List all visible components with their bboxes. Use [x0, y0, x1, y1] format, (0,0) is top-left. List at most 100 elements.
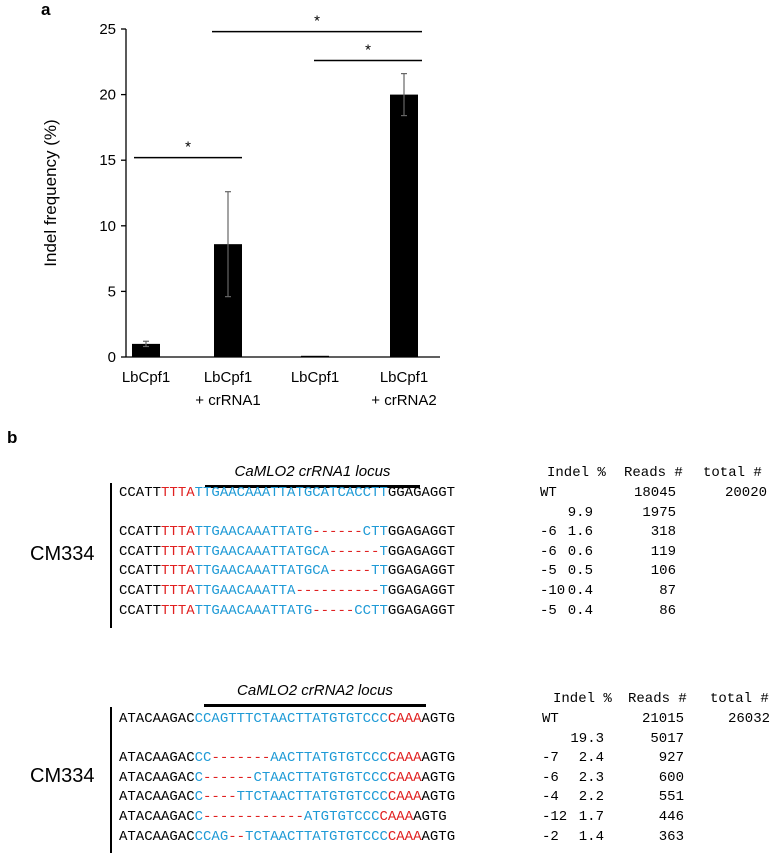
indel-size: -12 [542, 809, 568, 825]
indel-header: Indel % [547, 465, 606, 481]
read-count: 87 [659, 583, 676, 599]
wt-total: 20020 [724, 485, 767, 501]
sequence-segment: CTT [362, 524, 388, 541]
sample-label: CM334 [30, 765, 95, 787]
sequence-segment: CCATT [119, 485, 162, 501]
sequence-segment: GGAGAGGT [387, 602, 456, 619]
reads-header: Reads # [628, 691, 687, 707]
sequence-segment: CAAA [387, 711, 422, 727]
sequence-segment: CCATT [119, 543, 162, 560]
mutant-sequence: ATACAAGACC------------ATGTGTCCCCAAAAGTG [119, 809, 447, 825]
read-count: 927 [658, 750, 684, 767]
sequence-segment: ATACAAGAC [119, 828, 195, 845]
sequence-segment: AGTG [421, 750, 456, 767]
x-tick-label-line2: + crRNA1 [195, 392, 260, 409]
sequence-segment: AGTG [421, 828, 456, 845]
y-tick-label: 15 [99, 152, 116, 169]
read-count: 86 [659, 602, 676, 619]
significance-star: * [365, 41, 371, 58]
sequence-segment: ATACAAGAC [119, 769, 195, 786]
sample-label: CM334 [30, 543, 95, 565]
wt-sequence: CCATTTTTATTGAACAAATTATGCATCACCTTGGAGAGGT [119, 485, 455, 501]
sequence-segment: ----- [329, 563, 372, 580]
indel-percent: 0.4 [567, 602, 593, 619]
indel-percent: 1.4 [578, 828, 604, 845]
sequence-segment: ------ [312, 524, 363, 541]
sequence-segment: AGTG [413, 809, 447, 825]
mutant-sequence: ATACAAGACC----TTCTAACTTATGTGTCCCCAAAAGTG [119, 789, 455, 805]
read-count: 318 [650, 524, 676, 541]
locus-title: CaMLO2 crRNA2 locus [237, 682, 393, 699]
indel-percent: 0.4 [567, 583, 593, 599]
sequence-segment: TTTA [161, 524, 195, 541]
indel-size: -5 [540, 563, 557, 580]
mutant-sequence: CCATTTTTATTGAACAAATTA----------TGGAGAGGT [119, 583, 455, 599]
sequence-segment: CAAA [387, 789, 422, 806]
sequence-segment: TTGAACAAATTATG [194, 524, 313, 541]
wt-total: 26032 [727, 711, 770, 727]
indel-size: -2 [542, 828, 559, 845]
sequence-segment: CCATT [119, 524, 162, 541]
indel-percent: 2.2 [578, 789, 604, 806]
summary-indel: 19.3 [570, 730, 604, 747]
indel-percent: 2.4 [578, 750, 604, 767]
sequence-segment: ATGTGTCCC [303, 809, 380, 825]
read-count: 363 [658, 828, 684, 845]
y-tick-label: 25 [99, 21, 116, 38]
wt-label: WT [540, 485, 557, 501]
mutant-sequence: CCATTTTTATTGAACAAATTATGCA------TGGAGAGGT [119, 544, 455, 560]
sequence-segment: C [194, 809, 204, 825]
sequence-segment: TT [371, 563, 388, 580]
sequence-segment: TTTA [161, 602, 195, 619]
bar [390, 94, 418, 357]
wt-reads: 21015 [641, 711, 684, 727]
mutant-sequence: ATACAAGACCC-------AACTTATGTGTCCCCAAAAGTG [119, 750, 455, 766]
bar [301, 355, 329, 357]
sequence-segment: ATACAAGAC [119, 789, 195, 806]
sequence-segment: TTTA [161, 563, 195, 580]
sequence-segment: TTGAACAAATTATG [194, 602, 313, 619]
y-tick-label: 20 [99, 87, 116, 104]
read-count: 600 [658, 769, 684, 786]
sequence-segment: ------------ [203, 809, 304, 825]
indel-percent: 0.5 [567, 563, 593, 580]
wt-sequence: ATACAAGACCCAGTTTCTAACTTATGTGTCCCCAAAAGTG [119, 711, 455, 727]
indel-frequency-bar-chart: 0 5 10 15 20 25 Indel frequency (%) LbCpf1 LbCpf… [41, 13, 440, 409]
indel-size: -6 [542, 769, 559, 786]
y-tick-label: 0 [108, 349, 116, 366]
sequence-segment: CCATT [119, 563, 162, 580]
x-tick-label: LbCpf1 [122, 369, 170, 386]
sequence-segment: GGAGAGGT [387, 485, 456, 501]
indel-percent: 0.6 [567, 543, 593, 560]
mutant-sequence: ATACAAGACC------CTAACTTATGTGTCCCCAAAAGTG [119, 770, 455, 786]
sequence-segment: ATACAAGAC [119, 750, 195, 767]
x-tick-label-line2: + crRNA2 [371, 392, 436, 409]
summary-reads: 5017 [650, 730, 684, 747]
summary-reads: 1975 [642, 504, 676, 521]
sequence-segment: TTTA [161, 583, 195, 599]
sequence-segment: AGTG [421, 769, 456, 786]
indel-percent: 1.6 [567, 524, 593, 541]
x-tick-label: LbCpf1 [204, 369, 252, 386]
indel-percent: 1.7 [578, 809, 604, 825]
reads-header: Reads # [624, 465, 683, 481]
sequence-segment: GGAGAGGT [387, 563, 456, 580]
sequence-segment: TTGAACAAATTA [194, 583, 296, 599]
sequence-segment: ------ [329, 543, 380, 560]
indel-size: -6 [540, 524, 557, 541]
summary-indel: 9.9 [567, 504, 593, 521]
sequence-segment: -- [228, 828, 246, 845]
indel-size: -10 [540, 583, 566, 599]
sequence-segment: ---------- [295, 583, 380, 599]
sequence-segment: AGTG [421, 711, 456, 727]
significance-star: * [185, 139, 191, 156]
locus-title: CaMLO2 crRNA1 locus [234, 463, 391, 480]
indel-size: -5 [540, 602, 557, 619]
sequence-segment: TTGAACAAATTATGCA [194, 563, 330, 580]
sequence-segment: TTGAACAAATTATGCA [194, 543, 330, 560]
wt-label: WT [542, 711, 559, 727]
sequence-segment: T [379, 543, 388, 560]
locus-bar [204, 704, 426, 707]
total-header: total # [703, 465, 762, 481]
sequence-segment: ------- [211, 750, 271, 767]
